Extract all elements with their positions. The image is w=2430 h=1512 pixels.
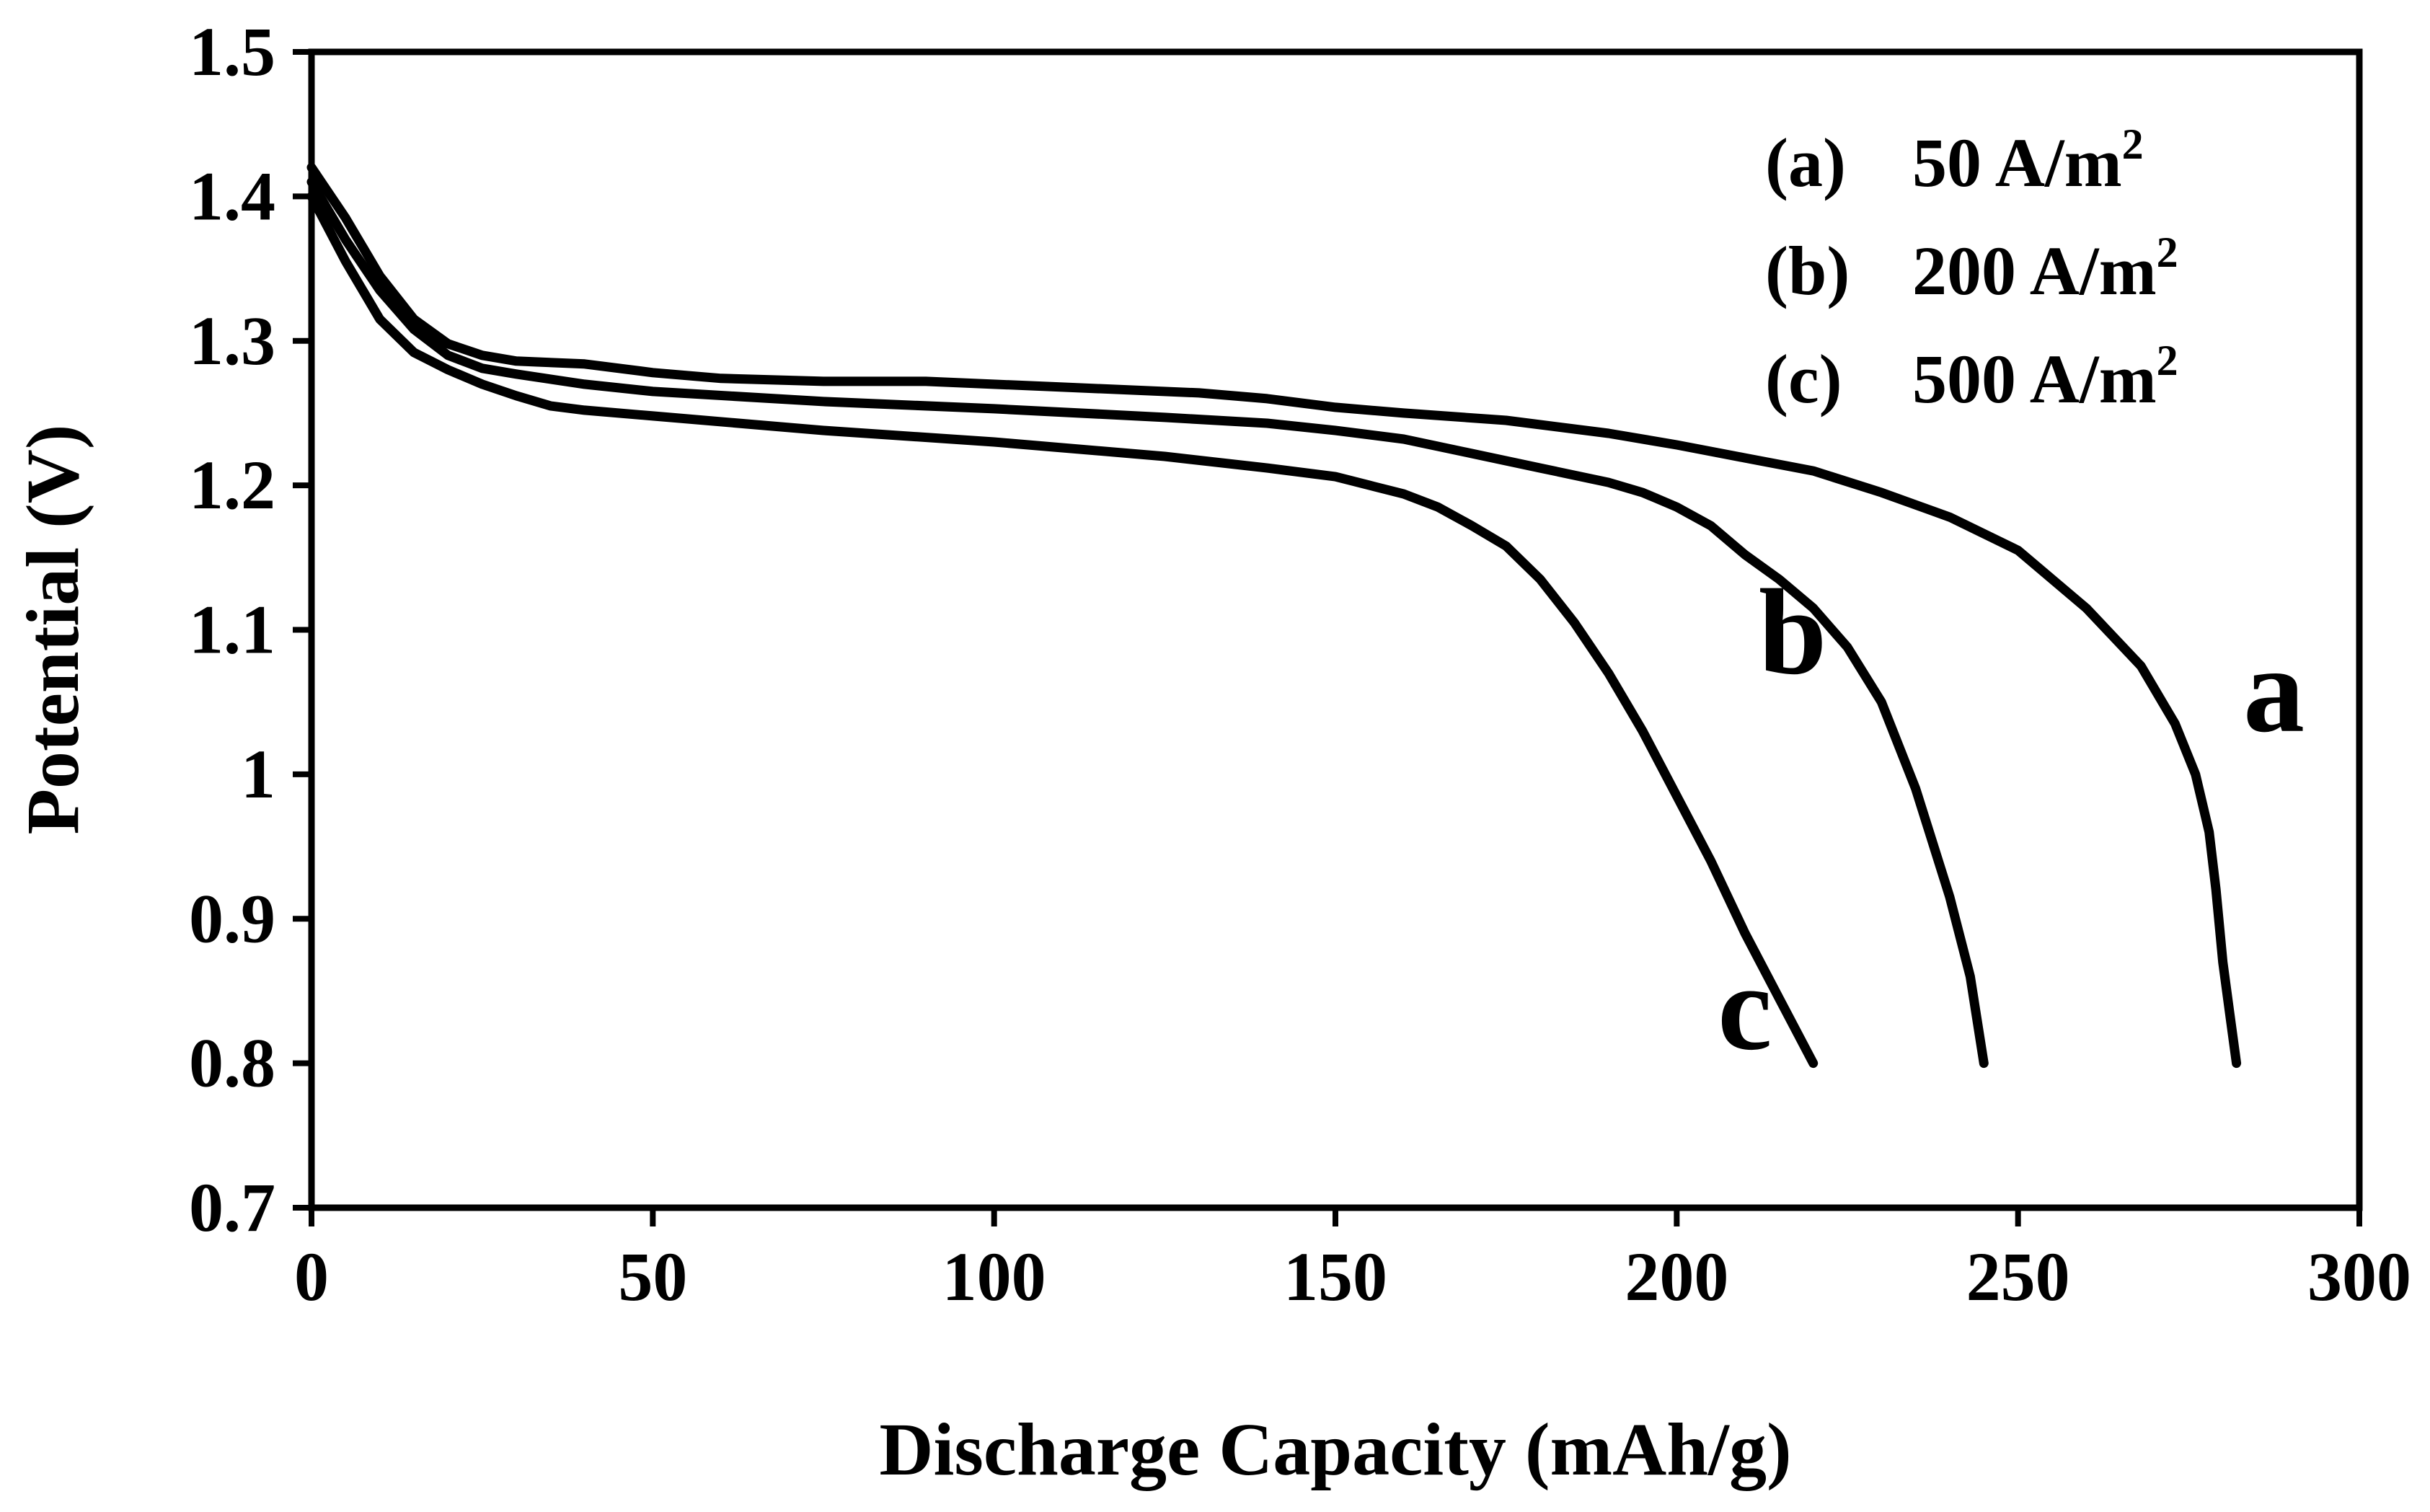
- legend-entry-a-label: 50 A/m2: [1912, 120, 2144, 201]
- series-line-b: [306, 177, 1989, 1069]
- x-tick-label: 300: [2307, 1238, 2411, 1315]
- y-tick-label: 0.9: [189, 880, 275, 957]
- x-tick-label: 0: [294, 1238, 329, 1315]
- legend-entry-b-label: 200 A/m2: [1912, 229, 2178, 309]
- y-axis-title: Potential (V): [12, 425, 94, 835]
- y-tick-label: 1: [241, 735, 275, 813]
- x-tick-label: 250: [1966, 1238, 2070, 1315]
- legend-entry-c-label: 500 A/m2: [1912, 337, 2178, 417]
- y-tick-label: 1.1: [189, 591, 275, 668]
- y-tick-label: 1.5: [189, 13, 275, 90]
- legend-entry-c-sup: 2: [2157, 337, 2178, 384]
- x-tick-label: 150: [1284, 1238, 1387, 1315]
- legend-entry-a-sup: 2: [2122, 120, 2144, 168]
- series-label-c: c: [1718, 940, 1772, 1076]
- legend-entry-b-sup: 2: [2157, 229, 2178, 276]
- legend-entry-a-value: 50 A/m: [1912, 124, 2122, 201]
- y-tick-label: 0.8: [189, 1025, 275, 1102]
- y-tick-label: 1.3: [189, 302, 275, 379]
- legend-entry-c-prefix: (c): [1765, 340, 1842, 417]
- x-axis-title: Discharge Capacity (mAh/g): [879, 1408, 1791, 1491]
- legend-entry-a-prefix: (a): [1765, 124, 1846, 201]
- series-group: a b c: [306, 162, 2305, 1076]
- y-tick-label: 1.2: [189, 446, 275, 523]
- y-tick-label: 0.7: [189, 1169, 275, 1246]
- legend-entry-c-value: 500 A/m: [1912, 340, 2157, 417]
- y-tick-label: 1.4: [189, 157, 275, 234]
- x-tick-label: 200: [1625, 1238, 1728, 1315]
- x-tick-label: 100: [942, 1238, 1046, 1315]
- series-label-b: b: [1759, 565, 1827, 700]
- legend-entry-b-value: 200 A/m: [1912, 232, 2157, 309]
- series-label-a: a: [2243, 622, 2305, 758]
- x-tick-label: 50: [618, 1238, 687, 1315]
- series-line-c: [306, 191, 1819, 1069]
- series-line-a: [306, 162, 2242, 1069]
- legend: (a) 50 A/m2 (b) 200 A/m2 (c) 500 A/m2: [1765, 120, 2178, 417]
- axis-ticks: 0 50 100 150 200 250 300 0.7 0.8 0.9 1 1.1 1.2 1.3 1.4…: [189, 13, 2411, 1315]
- plot-frame: [308, 48, 2363, 1211]
- legend-entry-b-prefix: (b): [1765, 232, 1850, 309]
